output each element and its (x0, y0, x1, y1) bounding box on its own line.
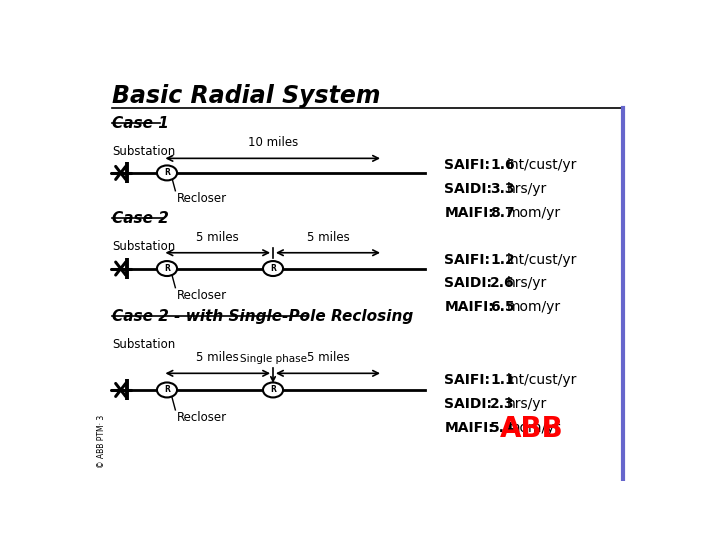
Text: SAIFI:: SAIFI: (444, 373, 490, 387)
Text: MAIFI:: MAIFI: (444, 300, 494, 314)
Text: SAIDI:: SAIDI: (444, 276, 492, 291)
Text: Recloser: Recloser (176, 288, 227, 301)
Text: int/cust/yr: int/cust/yr (507, 158, 577, 172)
Text: MAIFI:: MAIFI: (444, 206, 494, 220)
Text: mom/yr: mom/yr (507, 421, 561, 435)
Text: mom/yr: mom/yr (507, 206, 561, 220)
Text: SAIDI:: SAIDI: (444, 397, 492, 411)
Text: Recloser: Recloser (176, 192, 227, 205)
Text: MAIFI:: MAIFI: (444, 421, 494, 435)
Text: mom/yr: mom/yr (507, 300, 561, 314)
Circle shape (157, 261, 177, 276)
Text: 5 miles: 5 miles (307, 231, 349, 244)
Text: R: R (164, 168, 170, 178)
Text: R: R (164, 264, 170, 273)
Text: 1.6: 1.6 (490, 158, 515, 172)
Text: 2.3: 2.3 (490, 397, 515, 411)
Text: ABB: ABB (500, 415, 564, 443)
Text: Substation: Substation (112, 240, 176, 253)
Text: SAIFI:: SAIFI: (444, 253, 490, 267)
Text: Case 1: Case 1 (112, 116, 169, 131)
Text: Recloser: Recloser (176, 411, 227, 424)
Text: Case 2: Case 2 (112, 211, 169, 226)
Text: 5 miles: 5 miles (197, 231, 239, 244)
Text: hrs/yr: hrs/yr (507, 397, 547, 411)
Text: Substation: Substation (112, 145, 176, 158)
Text: Basic Radial System: Basic Radial System (112, 84, 381, 107)
Text: 2.6: 2.6 (490, 276, 515, 291)
Text: R: R (270, 264, 276, 273)
Text: int/cust/yr: int/cust/yr (507, 253, 577, 267)
Text: 5 miles: 5 miles (197, 351, 239, 364)
Circle shape (157, 165, 177, 180)
Circle shape (263, 382, 283, 397)
Text: Substation: Substation (112, 338, 176, 351)
Text: hrs/yr: hrs/yr (507, 276, 547, 291)
Circle shape (263, 261, 283, 276)
Text: SAIDI:: SAIDI: (444, 182, 492, 196)
Text: R: R (270, 386, 276, 394)
Text: 1.1: 1.1 (490, 373, 515, 387)
Text: Single phase: Single phase (240, 354, 307, 364)
Text: 10 miles: 10 miles (248, 136, 298, 149)
Text: 1.2: 1.2 (490, 253, 515, 267)
Text: 8.7: 8.7 (490, 206, 515, 220)
Text: SAIFI:: SAIFI: (444, 158, 490, 172)
Text: © ABB PTM· 3: © ABB PTM· 3 (96, 415, 106, 468)
Text: 3.3: 3.3 (490, 182, 515, 196)
Text: int/cust/yr: int/cust/yr (507, 373, 577, 387)
Text: hrs/yr: hrs/yr (507, 182, 547, 196)
Circle shape (157, 382, 177, 397)
Text: 6.5: 6.5 (490, 300, 515, 314)
Text: Case 2 - with Single-Pole Reclosing: Case 2 - with Single-Pole Reclosing (112, 309, 413, 324)
Text: 5.4: 5.4 (490, 421, 515, 435)
Text: R: R (164, 386, 170, 394)
Text: 5 miles: 5 miles (307, 351, 349, 364)
